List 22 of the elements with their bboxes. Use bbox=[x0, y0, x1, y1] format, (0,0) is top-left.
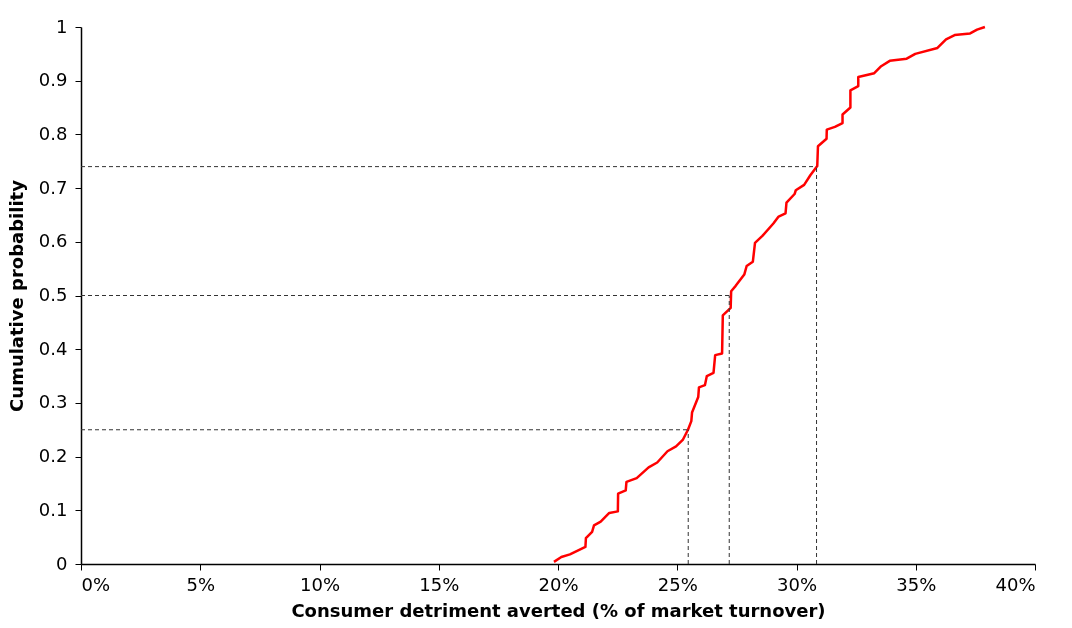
x-tick-label: 15% bbox=[419, 573, 460, 595]
y-tick-label: 0.9 bbox=[38, 69, 68, 91]
y-tick-label: 0.1 bbox=[38, 498, 68, 520]
y-tick-label: 0.7 bbox=[38, 176, 68, 198]
x-tick-label: 40% bbox=[995, 573, 1036, 595]
x-tick-label: 0% bbox=[81, 573, 111, 595]
x-tick-label: 35% bbox=[896, 573, 937, 595]
y-tick-label: 0.6 bbox=[38, 230, 68, 252]
x-tick-label: 5% bbox=[186, 573, 216, 595]
y-tick-label: 0.3 bbox=[38, 391, 68, 413]
y-tick-label: 0.4 bbox=[38, 337, 68, 359]
y-tick-label: 0.8 bbox=[38, 122, 68, 144]
x-axis-title: Consumer detriment averted (% of market turnover) bbox=[291, 599, 826, 621]
y-tick-label: 0.5 bbox=[38, 284, 68, 305]
x-tick-label: 20% bbox=[538, 573, 579, 595]
x-tick-label: 10% bbox=[299, 573, 341, 595]
x-tick-label: 30% bbox=[776, 573, 818, 595]
y-tick-label: 1 bbox=[56, 15, 68, 37]
y-axis-title: Cumulative probability bbox=[5, 179, 27, 412]
x-tick-label: 25% bbox=[657, 573, 698, 595]
y-tick-label: 0 bbox=[56, 552, 68, 574]
y-tick-label: 0.2 bbox=[38, 445, 68, 467]
